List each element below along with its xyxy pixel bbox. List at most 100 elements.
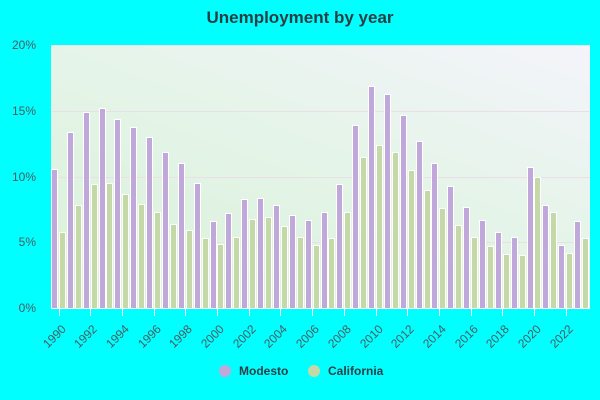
bar-california-2005[interactable]	[296, 237, 304, 308]
bar-california-2009[interactable]	[360, 156, 368, 308]
bar-modesto-2004[interactable]	[272, 205, 280, 308]
bar-california-1993[interactable]	[106, 183, 114, 308]
bar-california-2003[interactable]	[264, 217, 272, 308]
bar-modesto-2022[interactable]	[558, 244, 566, 308]
bar-modesto-2006[interactable]	[304, 219, 312, 308]
x-tick	[407, 309, 409, 316]
bar-california-1990[interactable]	[58, 231, 66, 308]
x-tick-label: 2006	[293, 322, 323, 351]
bar-california-1994[interactable]	[122, 193, 130, 308]
bar-modesto-2021[interactable]	[542, 205, 550, 308]
bar-modesto-1997[interactable]	[161, 151, 169, 308]
bar-california-2018[interactable]	[502, 254, 510, 308]
bar-california-1991[interactable]	[74, 205, 82, 308]
x-tick-label: 2012	[388, 322, 418, 351]
legend: Modesto California	[0, 364, 600, 382]
bar-modesto-2003[interactable]	[257, 197, 265, 308]
bar-modesto-2020[interactable]	[526, 167, 534, 308]
bar-modesto-2005[interactable]	[288, 214, 296, 308]
bar-modesto-1998[interactable]	[177, 163, 185, 308]
bar-california-2022[interactable]	[566, 252, 574, 308]
bar-modesto-1992[interactable]	[82, 112, 90, 308]
bar-california-2007[interactable]	[328, 238, 336, 308]
bar-modesto-2011[interactable]	[383, 93, 391, 308]
bar-california-2012[interactable]	[407, 169, 415, 308]
bar-california-2001[interactable]	[233, 237, 241, 308]
x-tick	[217, 309, 219, 316]
bar-california-2017[interactable]	[486, 246, 494, 308]
bar-california-2008[interactable]	[344, 212, 352, 308]
x-tick	[58, 309, 60, 316]
bar-modesto-1991[interactable]	[66, 131, 74, 308]
x-tick-label: 2010	[356, 322, 386, 351]
x-tick-label: 1994	[103, 322, 132, 351]
bar-california-1998[interactable]	[185, 230, 193, 308]
bar-modesto-2000[interactable]	[209, 221, 217, 308]
bar-modesto-2013[interactable]	[415, 141, 423, 308]
bar-modesto-2023[interactable]	[574, 221, 582, 308]
bar-modesto-1995[interactable]	[130, 126, 138, 308]
bar-modesto-2010[interactable]	[368, 85, 376, 308]
x-tick	[248, 309, 250, 316]
bar-california-1997[interactable]	[169, 223, 177, 308]
bar-modesto-1993[interactable]	[98, 108, 106, 308]
bar-modesto-2018[interactable]	[494, 231, 502, 308]
bar-california-1995[interactable]	[138, 204, 146, 308]
bar-modesto-1996[interactable]	[146, 137, 154, 308]
x-tick	[502, 309, 504, 316]
x-tick-label: 1996	[134, 322, 164, 351]
x-tick-label: 2018	[483, 322, 513, 351]
x-tick	[90, 309, 92, 316]
x-tick-label: 2000	[198, 322, 227, 351]
bar-california-2010[interactable]	[375, 144, 383, 308]
x-tick	[153, 309, 155, 316]
bar-modesto-1990[interactable]	[51, 168, 58, 308]
legend-item-california[interactable]: California	[308, 364, 383, 378]
bar-modesto-2017[interactable]	[479, 219, 487, 308]
legend-dot-icon	[219, 365, 231, 377]
bar-modesto-2012[interactable]	[399, 114, 407, 308]
bar-california-2014[interactable]	[439, 208, 447, 308]
bar-california-2023[interactable]	[582, 238, 590, 308]
x-tick	[565, 309, 567, 316]
bar-california-2019[interactable]	[518, 255, 526, 308]
bar-modesto-2015[interactable]	[447, 185, 455, 308]
bar-modesto-1994[interactable]	[114, 118, 122, 308]
bar-california-2006[interactable]	[312, 244, 320, 308]
x-tick-label: 2014	[420, 322, 449, 351]
bar-california-2013[interactable]	[423, 189, 431, 308]
bar-modesto-2016[interactable]	[463, 206, 471, 308]
x-tick-label: 2022	[546, 322, 576, 351]
bar-california-2011[interactable]	[391, 151, 399, 308]
x-tick-label: 1992	[71, 322, 101, 351]
x-tick-label: 2004	[261, 322, 291, 351]
bar-california-1999[interactable]	[201, 238, 209, 308]
gridline	[51, 176, 590, 178]
x-tick-label: 2008	[324, 322, 354, 351]
bar-california-2016[interactable]	[471, 237, 479, 308]
legend-item-modesto[interactable]: Modesto	[219, 364, 288, 378]
bar-california-1992[interactable]	[90, 184, 98, 308]
bar-modesto-2002[interactable]	[241, 198, 249, 308]
x-tick-label: 2020	[515, 322, 544, 351]
x-tick-label: 1998	[166, 322, 196, 351]
chart-title: Unemployment by year	[206, 8, 394, 27]
bar-california-2015[interactable]	[455, 225, 463, 308]
bar-modesto-2008[interactable]	[336, 184, 344, 308]
bar-california-2004[interactable]	[280, 226, 288, 308]
bar-modesto-2009[interactable]	[352, 125, 360, 308]
bar-california-2020[interactable]	[534, 176, 542, 308]
x-tick	[280, 309, 282, 316]
x-tick	[375, 309, 377, 316]
bar-california-2002[interactable]	[249, 218, 257, 308]
bar-modesto-2007[interactable]	[320, 212, 328, 308]
bar-california-1996[interactable]	[154, 212, 162, 308]
x-tick	[534, 309, 536, 316]
bar-california-2021[interactable]	[550, 212, 558, 308]
bar-modesto-1999[interactable]	[193, 183, 201, 308]
bar-modesto-2001[interactable]	[225, 213, 233, 308]
bar-modesto-2014[interactable]	[431, 163, 439, 308]
y-tick-label: 10%	[11, 169, 36, 184]
bar-california-2000[interactable]	[217, 243, 225, 308]
bar-modesto-2019[interactable]	[510, 237, 518, 308]
